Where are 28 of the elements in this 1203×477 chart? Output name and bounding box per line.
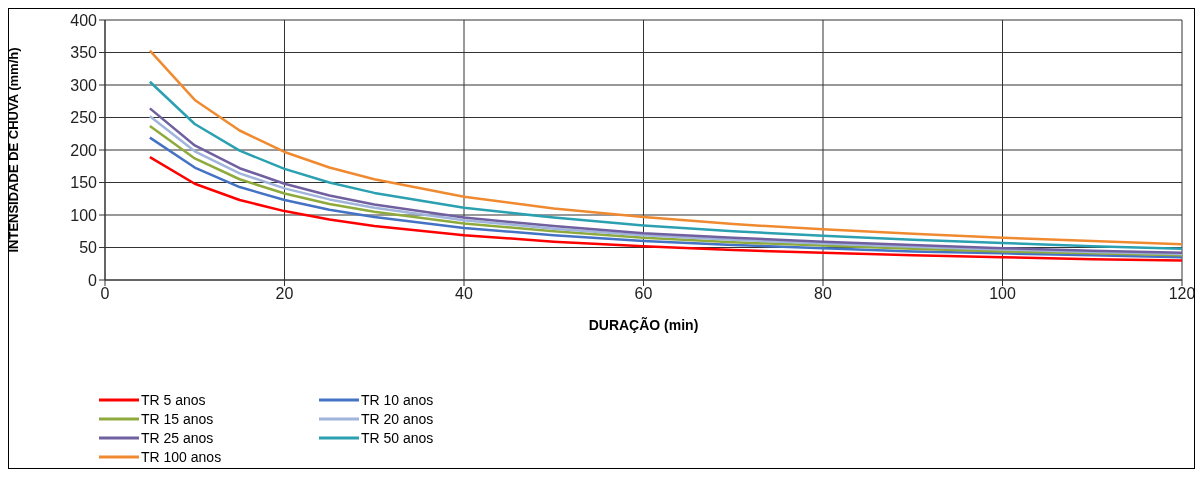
y-tick-label: 0 [88, 271, 98, 289]
x-tick-label: 20 [275, 285, 294, 303]
line-series [148, 80, 1182, 251]
legend-label: TR 20 anos [361, 410, 434, 427]
legend-label: TR 50 anos [361, 429, 434, 446]
y-tick-label: 250 [70, 109, 98, 127]
y-tick-label: 150 [70, 174, 98, 192]
x-tick-label: 0 [100, 285, 110, 303]
y-tick-label: 50 [79, 239, 98, 257]
y-tick-label: 100 [70, 206, 98, 224]
x-axis-title: DURAÇÃO (min) [588, 315, 699, 333]
x-tick-label: 40 [455, 285, 473, 303]
x-tick-label: 80 [814, 285, 832, 303]
x-tick-label: 120 [1168, 285, 1196, 303]
y-tick-label: 300 [70, 76, 98, 94]
y-tick-label: 400 [70, 11, 98, 29]
y-tick-label: 350 [70, 44, 98, 62]
y-axis-title: INTENSIDADE DE CHUVA (mm/h) [5, 47, 21, 253]
x-tick-label: 100 [989, 285, 1016, 303]
line-series [148, 49, 1182, 246]
legend-label: TR 100 anos [141, 448, 222, 465]
legend-label: TR 25 anos [141, 429, 214, 446]
legend-label: TR 10 anos [361, 391, 434, 408]
legend-label: TR 15 anos [141, 410, 214, 427]
y-tick-label: 200 [70, 141, 98, 159]
legend-label: TR 5 anos [141, 391, 206, 408]
line-series [148, 155, 1182, 262]
x-tick-label: 60 [634, 285, 653, 303]
